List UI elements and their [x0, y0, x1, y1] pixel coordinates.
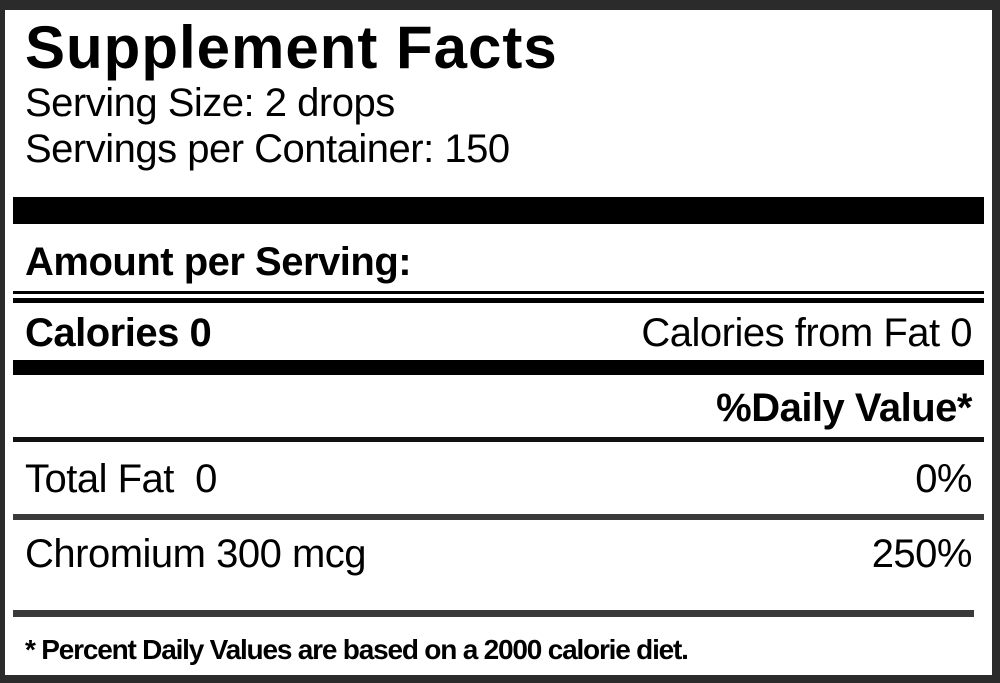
- daily-value-footnote: * Percent Daily Values are based on a 20…: [25, 634, 689, 665]
- daily-value-heading: %Daily Value*: [716, 386, 972, 430]
- rule-above-footnote: [13, 610, 974, 617]
- rule-under-daily-value: [13, 437, 984, 442]
- label-inner: Supplement Facts Serving Size: 2 drops S…: [5, 10, 992, 675]
- label-title: Supplement Facts: [25, 14, 558, 81]
- nutrient-daily-value: 0%: [915, 457, 972, 501]
- nutrient-daily-value: 250%: [871, 532, 973, 576]
- rule-under-total-fat: [13, 514, 984, 520]
- thick-divider-top: [13, 197, 984, 224]
- thick-divider-middle: [13, 360, 984, 375]
- nutrient-row-chromium: Chromium 300 mcg 250%: [13, 520, 984, 610]
- calories-from-fat-label: Calories from Fat 0: [641, 311, 972, 355]
- calories-label: Calories 0: [25, 311, 212, 355]
- servings-per-container-text: Servings per Container: 150: [25, 127, 510, 171]
- nutrient-name: Chromium 300 mcg: [25, 532, 367, 576]
- calories-row: Calories 0 Calories from Fat 0: [13, 303, 984, 360]
- nutrient-row-total-fat: Total Fat 0 0%: [13, 442, 984, 514]
- serving-size-text: Serving Size: 2 drops: [25, 81, 395, 125]
- amount-per-serving-heading: Amount per Serving:: [25, 240, 412, 284]
- double-rule-divider: [13, 291, 984, 303]
- nutrient-name: Total Fat 0: [25, 457, 217, 501]
